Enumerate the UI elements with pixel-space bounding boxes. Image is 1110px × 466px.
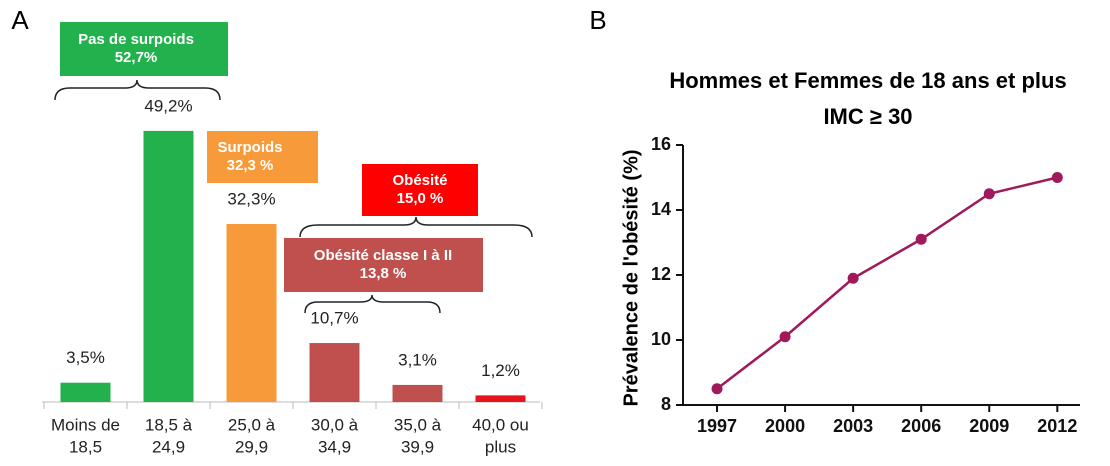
braces <box>54 79 533 314</box>
annotation-box <box>207 131 318 183</box>
annotation-text: Obésité classe I à II <box>314 247 452 264</box>
x-tick-label: 24,9 <box>152 437 185 456</box>
bar <box>226 224 277 402</box>
point <box>779 331 791 343</box>
point <box>983 188 995 200</box>
panel-label: A <box>11 5 29 35</box>
x-tick-label: 29,9 <box>235 437 268 456</box>
x-tick-label: plus <box>485 437 516 456</box>
bar <box>309 343 360 402</box>
y-tick-label: 8 <box>661 394 671 414</box>
y-tick-label: 10 <box>651 329 671 349</box>
annotation-text: Obésité <box>392 172 447 189</box>
annotation-text: 32,3 % <box>227 157 274 174</box>
x-tick-label: 34,9 <box>318 437 351 456</box>
x-tick-label: 40,0 ou <box>472 415 529 434</box>
y-tick-label: 16 <box>651 134 671 154</box>
y-axis-label: Prévalence de l'obésité (%) <box>620 149 642 406</box>
x-tick-label: 2009 <box>969 416 1009 436</box>
brace <box>299 216 533 238</box>
x-tick-label: 2006 <box>901 416 941 436</box>
annotation-box <box>284 238 483 292</box>
data-label: 49,2% <box>144 96 192 115</box>
bar <box>475 395 526 402</box>
x-tick-label: 2003 <box>833 416 873 436</box>
data-label: 1,2% <box>481 361 520 380</box>
x-tick-label: Moins de <box>51 415 120 434</box>
panel-label: B <box>589 5 606 35</box>
data-label: 10,7% <box>310 309 358 328</box>
annotation-text: Surpoids <box>217 139 282 156</box>
x-tick-label: 18,5 <box>69 437 102 456</box>
data-label: 3,5% <box>66 348 105 367</box>
annotation-text: 13,8 % <box>360 265 407 282</box>
point <box>915 233 927 245</box>
brace <box>304 294 441 314</box>
x-tick-label: 25,0 à <box>228 415 276 434</box>
bar <box>60 382 111 402</box>
x-tick-label: 18,5 à <box>145 415 193 434</box>
brace <box>54 79 221 101</box>
annotation-box <box>362 164 478 216</box>
x-tick-label: 35,0 à <box>394 415 442 434</box>
y-tick-label: 12 <box>651 264 671 284</box>
chart-title: IMC ≥ 30 <box>823 104 912 129</box>
chart-title: Hommes et Femmes de 18 ans et plus <box>669 68 1066 93</box>
bar <box>143 130 194 402</box>
annotation-box <box>60 22 228 76</box>
x-tick-label: 30,0 à <box>311 415 359 434</box>
y-tick-label: 14 <box>651 199 671 219</box>
annotation-text: 52,7% <box>115 49 158 66</box>
point <box>847 272 859 284</box>
x-tick-label: 39,9 <box>401 437 434 456</box>
annotation-text: 15,0 % <box>397 190 444 207</box>
data-label: 32,3% <box>227 190 275 209</box>
x-tick-label: 1997 <box>697 416 737 436</box>
x-tick-label: 2012 <box>1037 416 1077 436</box>
bar <box>392 384 443 402</box>
x-tick-label: 2000 <box>765 416 805 436</box>
point <box>1051 172 1063 183</box>
annotation-text: Pas de surpoids <box>78 31 194 48</box>
data-label: 3,1% <box>398 350 437 369</box>
point <box>711 383 723 395</box>
line <box>716 176 1058 390</box>
